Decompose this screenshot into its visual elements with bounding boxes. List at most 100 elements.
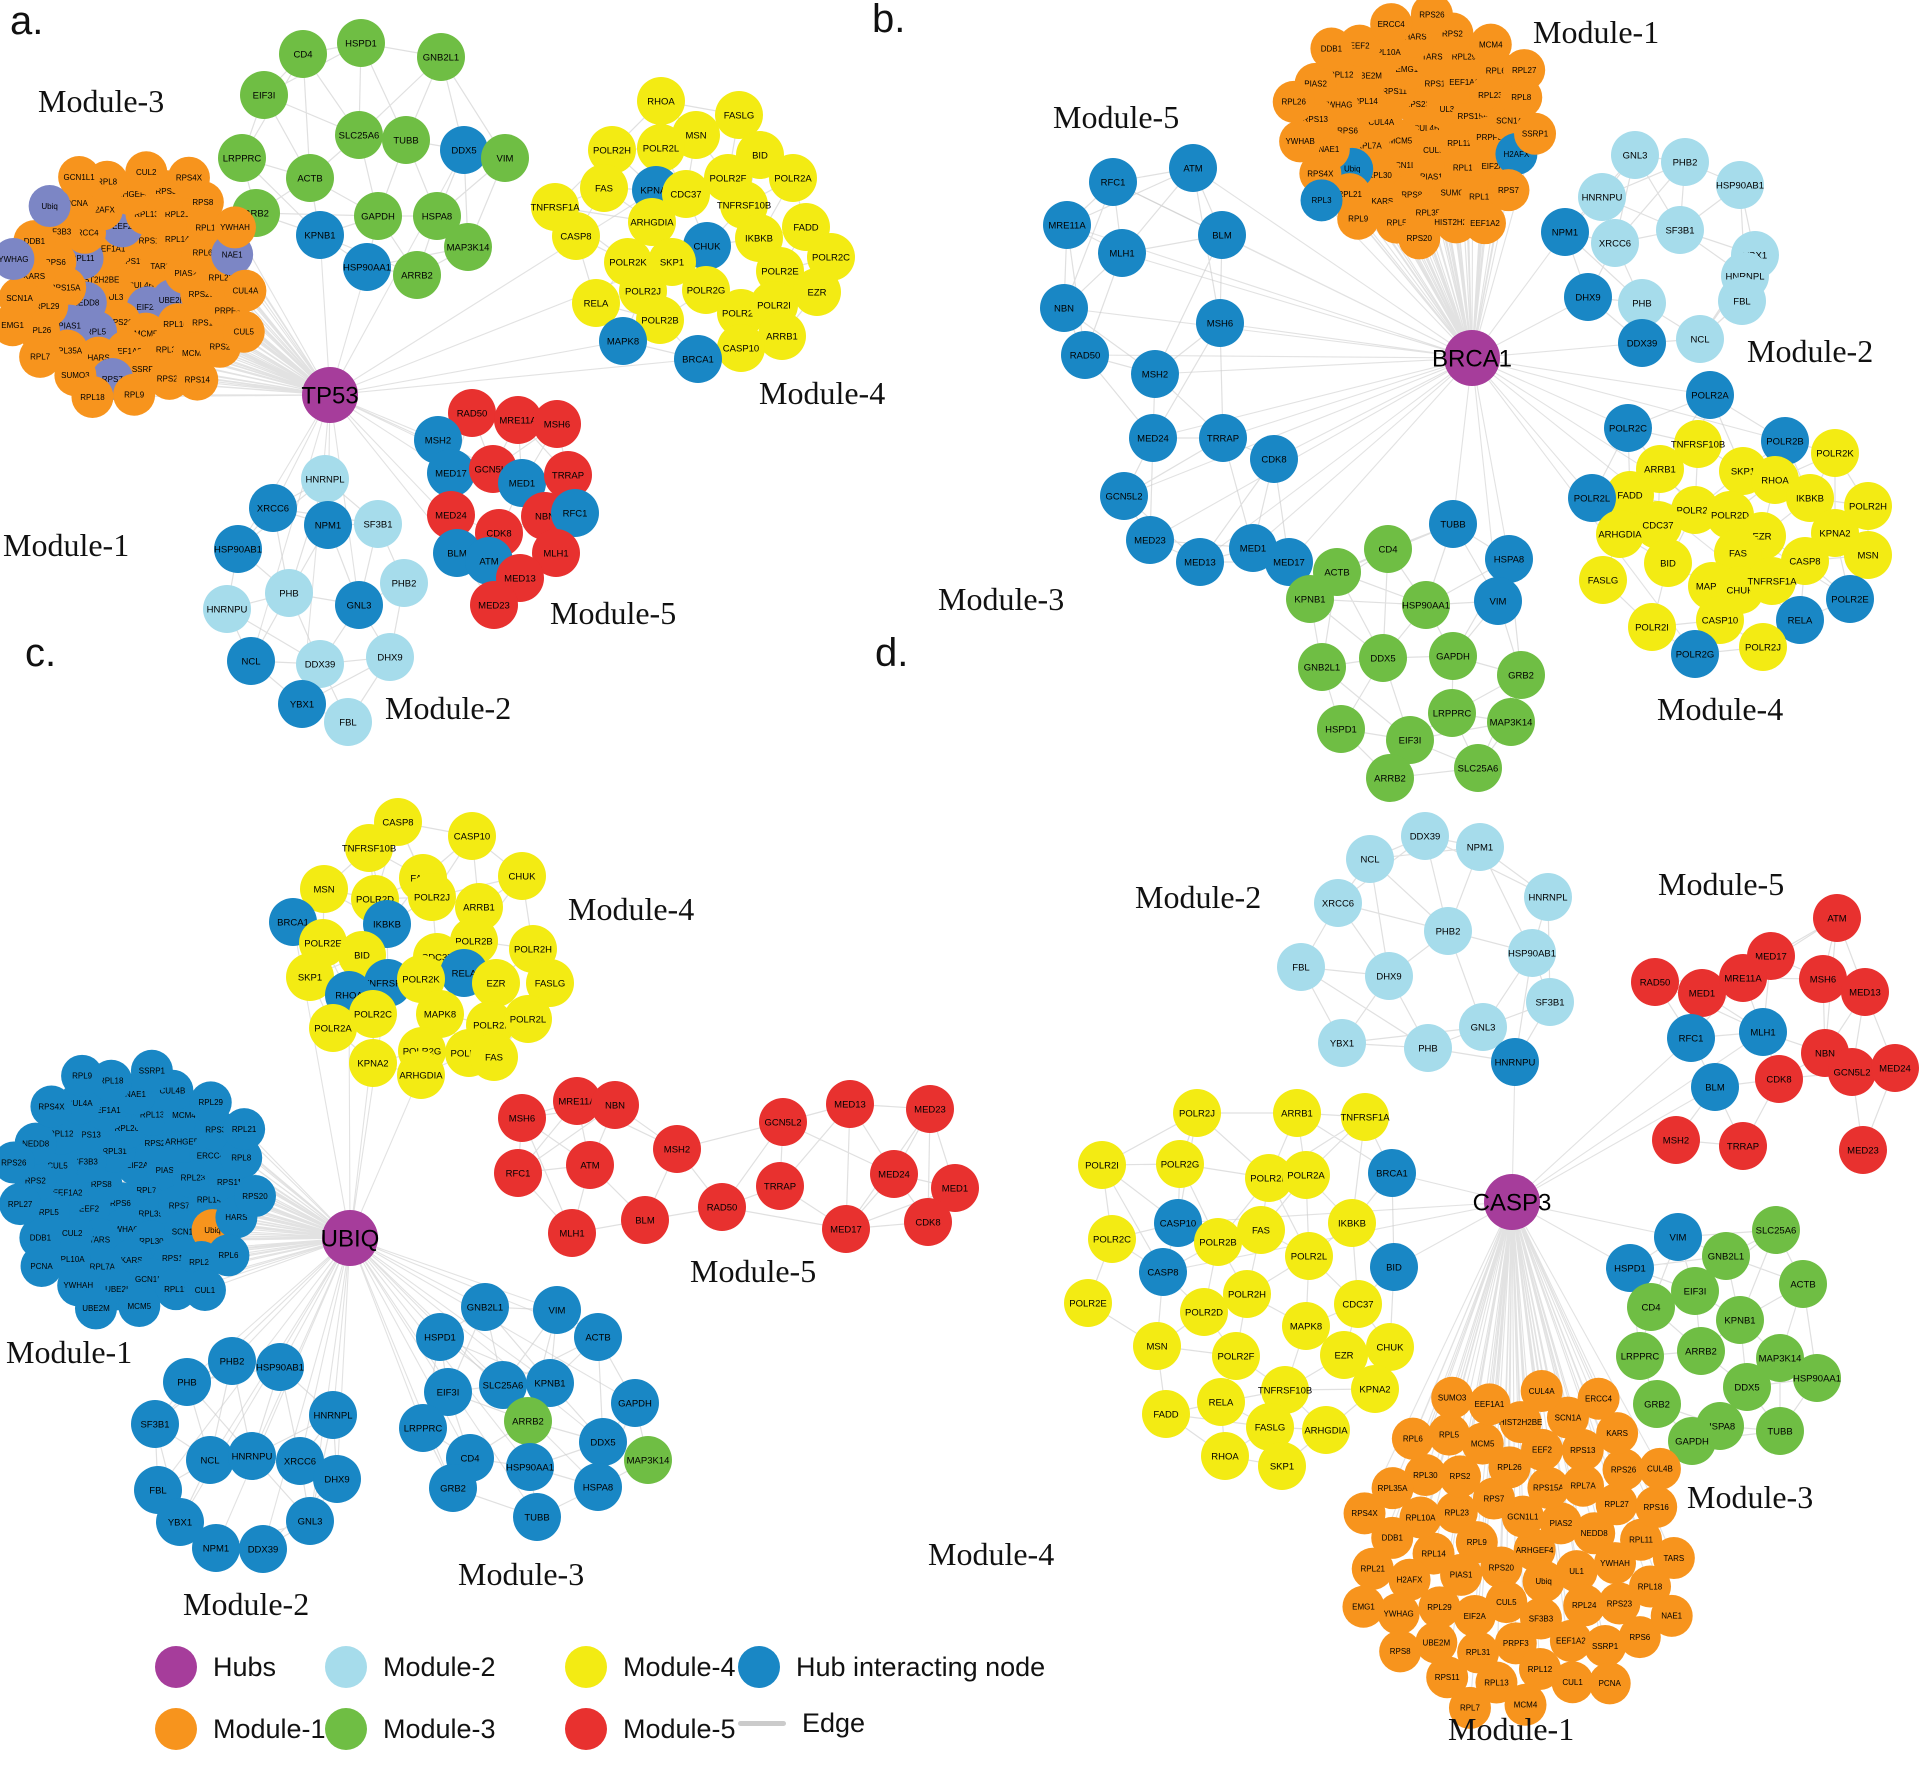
node-CHUK[interactable] [498, 852, 546, 900]
node-CASP8[interactable] [1139, 1248, 1187, 1296]
node-RPL12[interactable] [1518, 1647, 1561, 1690]
node-KPNA2[interactable] [1351, 1365, 1399, 1413]
node-GRB2[interactable] [429, 1464, 477, 1512]
node-HNRNPU[interactable] [1578, 173, 1626, 221]
node-EMG1[interactable] [0, 304, 34, 347]
node-PCNA[interactable] [1588, 1662, 1631, 1705]
node-ATM[interactable] [1813, 894, 1861, 942]
node-RPL9[interactable] [113, 373, 156, 416]
node-MED24[interactable] [870, 1150, 918, 1198]
node-YWHAH[interactable] [213, 206, 256, 249]
node-RPL9[interactable] [61, 1054, 104, 1097]
node-POLR2A[interactable] [769, 154, 817, 202]
node-RHOA[interactable] [1201, 1432, 1249, 1480]
node-HSP90AA1[interactable] [506, 1443, 554, 1491]
node-TRRAP[interactable] [544, 451, 592, 499]
node-CD4[interactable] [1364, 525, 1412, 573]
node-CUL5[interactable] [222, 310, 265, 353]
node-MRE11A[interactable] [494, 396, 542, 444]
node-RPL21[interactable] [223, 1108, 266, 1151]
node-ARHGDIA[interactable] [628, 198, 676, 246]
node-FASLG[interactable] [1579, 556, 1627, 604]
node-BRCA1[interactable] [1368, 1149, 1416, 1197]
node-POLR2C[interactable] [349, 990, 397, 1038]
node-MSH6[interactable] [1799, 955, 1847, 1003]
node-DDX5[interactable] [1723, 1363, 1771, 1411]
node-SLC25A6[interactable] [1752, 1206, 1800, 1254]
node-GRB2[interactable] [1633, 1380, 1681, 1428]
node-MSN[interactable] [1844, 531, 1892, 579]
node-POLR2J[interactable] [1173, 1089, 1221, 1137]
node-GNB2L1[interactable] [1298, 643, 1346, 691]
node-RFC1[interactable] [1089, 158, 1137, 206]
node-CUL1[interactable] [183, 1269, 226, 1312]
node-EZR[interactable] [1320, 1331, 1368, 1379]
node-DDX5[interactable] [579, 1418, 627, 1466]
node-HSP90AB1[interactable] [214, 525, 262, 573]
node-GCN5L2[interactable] [1828, 1048, 1876, 1096]
node-RPS7[interactable] [1472, 1477, 1515, 1520]
node-CUL4A[interactable] [224, 269, 267, 312]
node-MLH1[interactable] [1739, 1008, 1787, 1056]
node-MLH1[interactable] [1098, 229, 1146, 277]
node-HSPD1[interactable] [416, 1313, 464, 1361]
node-POLR2J[interactable] [1739, 623, 1787, 671]
node-BLM[interactable] [1198, 211, 1246, 259]
node-SLC25A6[interactable] [1454, 744, 1502, 792]
node-PHB2[interactable] [1424, 907, 1472, 955]
node-GNB2L1[interactable] [1702, 1232, 1750, 1280]
node-FASLG[interactable] [1246, 1403, 1294, 1451]
node-SLC25A6[interactable] [335, 111, 383, 159]
node-MLH1[interactable] [532, 529, 580, 577]
node-RAD50[interactable] [448, 389, 496, 437]
node-MED1[interactable] [931, 1164, 979, 1212]
node-POLR2C[interactable] [1604, 404, 1652, 452]
node-MAP3K14[interactable] [1756, 1334, 1804, 1382]
node-RPL27[interactable] [0, 1183, 42, 1226]
node-CASP10[interactable] [1696, 596, 1744, 644]
node-POLR2A[interactable] [1282, 1151, 1330, 1199]
node-TNFRSF10B[interactable] [345, 824, 393, 872]
node-RPL7[interactable] [19, 335, 62, 378]
node-FBL[interactable] [1277, 943, 1325, 991]
node-EZR[interactable] [472, 959, 520, 1007]
node-EEF1A1[interactable] [1468, 1383, 1511, 1426]
node-TUBB[interactable] [382, 116, 430, 164]
node-MED17[interactable] [427, 449, 475, 497]
node-GAPDH[interactable] [1429, 632, 1477, 680]
node-DDB1[interactable] [1310, 27, 1353, 70]
node-RPL9[interactable] [1455, 1521, 1498, 1564]
node-UBE2M[interactable] [74, 1287, 117, 1330]
node-SSRP1[interactable] [1514, 112, 1557, 155]
node-Ubiq[interactable] [1522, 1560, 1565, 1603]
node-HSPD1[interactable] [337, 19, 385, 67]
node-VIM[interactable] [1654, 1213, 1702, 1261]
node-SUMO3[interactable] [1431, 1376, 1474, 1419]
node-IKBKB[interactable] [1786, 474, 1834, 522]
hub-node-TP53[interactable] [302, 367, 358, 423]
node-ACTB[interactable] [1779, 1260, 1827, 1308]
node-YWHAB[interactable] [1279, 120, 1322, 163]
node-MRE11A[interactable] [1043, 201, 1091, 249]
node-MED23[interactable] [1839, 1126, 1887, 1174]
node-GCN5L2[interactable] [1100, 472, 1148, 520]
node-UL1[interactable] [1555, 1550, 1598, 1593]
node-VIM[interactable] [1474, 577, 1522, 625]
node-EZR[interactable] [793, 268, 841, 316]
node-CDK8[interactable] [904, 1198, 952, 1246]
node-RPS7[interactable] [1487, 169, 1530, 212]
node-CUL4A[interactable] [1520, 1369, 1563, 1412]
node-ATM[interactable] [566, 1141, 614, 1189]
node-GNB2L1[interactable] [417, 33, 465, 81]
node-POLR2K[interactable] [1811, 429, 1859, 477]
node-DDX39[interactable] [296, 640, 344, 688]
node-PHB2[interactable] [1661, 138, 1709, 186]
node-RPL9[interactable] [1337, 197, 1380, 240]
node-MSH6[interactable] [498, 1094, 546, 1142]
node-EIF3I[interactable] [1386, 716, 1434, 764]
node-DHX9[interactable] [366, 633, 414, 681]
node-FAS[interactable] [470, 1033, 518, 1081]
node-ARHGDIA[interactable] [397, 1051, 445, 1099]
hub-node-UBIQ[interactable] [322, 1210, 378, 1266]
node-GNL3[interactable] [1459, 1003, 1507, 1051]
